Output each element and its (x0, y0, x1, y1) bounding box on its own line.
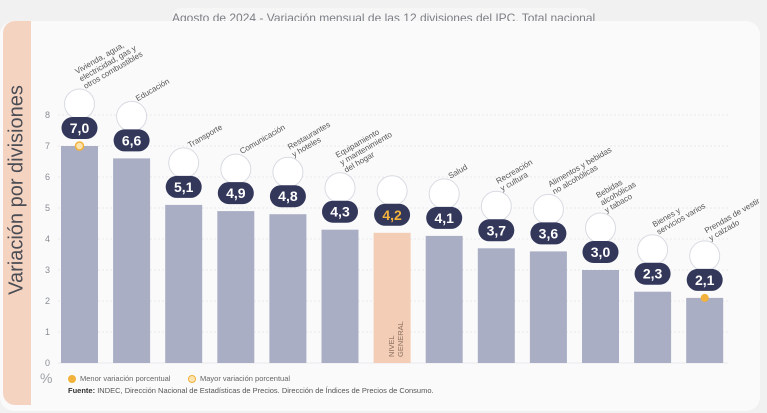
value-badge (165, 175, 202, 198)
category-label: Educación (134, 77, 171, 103)
y-tick-label: 5 (45, 203, 50, 213)
category-label-line: Educación (134, 77, 171, 103)
min-marker (700, 293, 709, 302)
value-label: 6,6 (122, 132, 142, 148)
category-icon (64, 88, 95, 120)
category-label: Bebidasalcohólicasy tabaco (595, 172, 642, 214)
value-badge (217, 182, 254, 205)
legend-min: Menor variación porcentual (68, 374, 171, 384)
category-icon (585, 212, 616, 244)
max-marker (74, 141, 85, 151)
legend-max-label: Mayor variación porcentual (200, 374, 291, 383)
legend-min-marker-icon (68, 375, 76, 384)
source-text: INDEC, Dirección Nacional de Estadística… (97, 386, 434, 395)
category-icon (532, 193, 564, 225)
y-tick-label: 7 (45, 141, 50, 151)
value-badge (634, 262, 671, 285)
bar (269, 214, 307, 363)
value-label: 4,8 (278, 188, 298, 204)
bar (217, 211, 255, 363)
bar (582, 270, 619, 363)
category-icon (428, 178, 460, 210)
category-label-line: Transporte (186, 122, 224, 149)
bar (425, 235, 463, 363)
category-label: Comunicación (238, 123, 286, 156)
category-label: Bienes yservicios varios (651, 194, 707, 236)
value-badge (269, 185, 306, 208)
value-badge (61, 117, 98, 139)
source-label: Fuente: (68, 386, 96, 395)
source-note: Fuente: INDEC, Dirección Nacional de Est… (68, 386, 434, 395)
legend-max: Mayor variación porcentual (188, 374, 291, 384)
y-tick-label: 1 (45, 327, 50, 337)
y-axis-unit: % (40, 370, 53, 386)
category-icon (637, 234, 669, 266)
category-label: Vivienda, agua,electricidad, gas yotros … (74, 35, 145, 91)
y-tick-label: 0 (45, 358, 50, 368)
y-tick-label: 4 (45, 234, 50, 244)
bar (165, 204, 203, 363)
value-badge (530, 222, 567, 245)
value-badge (686, 268, 723, 291)
bar (321, 229, 359, 363)
value-badge (374, 203, 411, 226)
category-label: Restaurantesy hoteles (286, 120, 336, 159)
value-badge (478, 219, 515, 242)
value-badge (582, 241, 619, 263)
bar (634, 291, 672, 363)
value-label: 4,1 (434, 210, 454, 226)
value-label: 4,9 (226, 185, 246, 201)
category-label: Equipamientoy mantenimientodel hogar (334, 122, 398, 174)
bar (61, 146, 98, 363)
value-label: 2,1 (695, 272, 715, 288)
category-label: Transporte (186, 122, 224, 149)
category-icon (376, 175, 408, 207)
legend-max-marker-icon (188, 375, 196, 384)
value-badge (113, 129, 150, 152)
bar (113, 158, 151, 363)
category-icon (689, 240, 721, 272)
value-label: 7,0 (70, 120, 90, 136)
value-badge (426, 206, 463, 229)
category-icon (480, 190, 512, 222)
bar (529, 251, 567, 363)
y-tick-label: 3 (45, 265, 50, 275)
value-label: 3,7 (487, 222, 507, 238)
category-icon (220, 153, 252, 185)
category-label: Recreacióny cultura (495, 158, 539, 193)
value-label: 5,1 (174, 179, 194, 195)
bar-general (373, 232, 411, 363)
y-axis-label-panel (3, 21, 31, 405)
value-label: 2,3 (643, 266, 663, 282)
y-tick-label: 8 (45, 110, 50, 120)
category-icon (324, 172, 356, 204)
category-label: Salud (447, 163, 469, 181)
bar (477, 248, 515, 363)
category-icon (272, 156, 304, 188)
category-icon (168, 147, 200, 179)
category-label-line: NIVEL (387, 335, 396, 357)
category-label: Prendas de vestiry calzado (703, 196, 766, 242)
value-label: 4,2 (382, 207, 402, 223)
value-label: 4,3 (330, 204, 350, 220)
value-label: 3,0 (591, 244, 611, 260)
value-badge (322, 200, 358, 223)
value-label: 3,6 (539, 225, 559, 241)
y-tick-label: 2 (45, 296, 50, 306)
y-tick-label: 6 (45, 172, 50, 182)
category-label: NIVELGENERAL (387, 321, 405, 357)
legend-min-label: Menor variación porcentual (80, 374, 171, 383)
category-label-line: GENERAL (396, 321, 405, 357)
category-label-line: Alimentos y bebidas (547, 145, 614, 189)
category-icon (116, 100, 148, 132)
bar (686, 297, 724, 363)
category-label-line: Salud (447, 163, 469, 181)
category-label-line: Comunicación (238, 123, 286, 156)
